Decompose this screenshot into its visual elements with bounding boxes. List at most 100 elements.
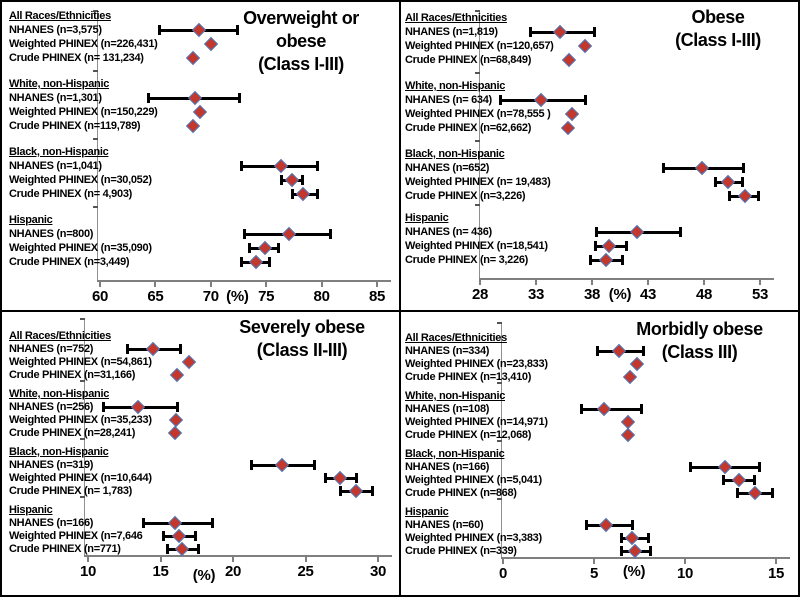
x-tick-label: 10 [676,565,694,582]
estimate-diamond [628,543,643,558]
series-label: Crude PHINEX (n=12,068) [405,429,532,441]
group-label: Black, non-Hispanic [405,448,505,460]
x-tick-label: 20 [224,563,242,580]
ci-cap-right [276,243,280,253]
estimate-diamond [185,50,200,65]
ci-cap-right [625,241,629,251]
ci-cap-left [161,531,165,541]
y-axis-tick [80,380,85,382]
y-axis-tick [475,10,480,12]
estimate-diamond [597,401,612,416]
y-axis-tick [497,382,502,384]
ci-cap-left [662,163,666,173]
percent-axis-label: (%) [608,286,632,303]
ci-cap-left [248,243,252,253]
series-label: NHANES (n=800) [9,228,94,240]
estimate-diamond [168,412,184,427]
group-label: White, non-Hispanic [9,388,110,400]
ci-cap-right [678,227,682,237]
ci-cap-left [125,344,129,354]
x-tick-label: 0 [498,565,508,582]
ci-cap-right [641,346,645,356]
ci-cap-left [242,229,246,239]
estimate-diamond [624,530,639,545]
ci-cap-right [238,93,242,103]
estimate-diamond [171,528,186,543]
ci-cap-left [736,488,740,498]
y-axis-tick [93,138,98,140]
series-label: NHANES (n= 634) [405,94,492,106]
ci-cap-left [619,533,623,543]
series-label: Crude PHINEX (n= 4,903) [9,188,133,200]
estimate-diamond [562,52,577,67]
ci-cap-left [291,189,295,199]
y-axis-tick [475,72,480,74]
x-axis-line [501,557,790,559]
series-label: NHANES (n=3,575) [9,24,102,36]
series-label: Crude PHINEX (n=339) [405,545,517,557]
series-label: Crude PHINEX (n= 1,783) [9,485,133,497]
x-axis-tick [502,559,504,564]
series-label: Weighted PHINEX (n=35,233) [9,414,152,426]
ci-cap-left [240,257,244,267]
estimate-diamond [332,470,347,485]
x-tick-label: 33 [527,286,545,303]
estimate-diamond [602,238,617,253]
y-axis-tick [80,438,85,440]
ci-cap-left [579,404,583,414]
y-axis-tick [93,70,98,72]
x-axis-tick [647,280,649,285]
ci-cap-right [196,544,200,554]
x-tick-label: 70 [202,288,219,305]
series-label: Weighted PHINEX (n=18,541) [405,240,548,252]
x-axis-tick [99,282,101,287]
estimate-diamond [621,427,636,442]
estimate-diamond [737,188,753,203]
percent-axis-label: (%) [192,567,216,584]
series-label: Weighted PHINEX (n=78,555 ) [405,108,551,120]
y-axis-line [97,10,98,280]
x-tick-label: 30 [369,563,387,580]
x-tick-label: 48 [695,286,713,303]
ci-cap-left [728,191,732,201]
x-tick-label: 15 [767,565,785,582]
estimate-diamond [167,425,182,440]
panel-title: Severely obese (Class II-III) [239,317,365,360]
x-tick-label: 75 [258,288,275,305]
ci-cap-right [648,546,652,556]
x-tick-label: 85 [368,288,386,305]
estimate-diamond [181,354,197,369]
series-label: NHANES (n=256) [9,401,94,413]
x-axis-tick [775,559,777,564]
y-axis-tick [497,498,502,500]
x-axis-line [84,555,392,557]
percent-axis-label: (%) [622,563,646,580]
x-tick-label: 80 [313,288,330,305]
estimate-diamond [599,517,614,532]
x-tick-label: 10 [79,563,97,580]
ci-cap-right [583,95,587,105]
estimate-diamond [598,252,614,267]
panel-morbidly-obese: 0 5 10 15 (%) Morbidly obese (Class III) All R… [401,312,798,595]
x-axis-tick [209,282,212,287]
ci-cap-right [757,191,761,201]
estimate-diamond [274,158,289,173]
y-axis-line [479,10,480,278]
series-label: NHANES (n=166) [405,461,490,473]
x-tick-label: 25 [297,563,314,580]
y-axis-tick [475,204,480,206]
x-tick-label: 38 [583,286,601,303]
ci-cap-right [770,488,774,498]
estimate-diamond [167,515,182,530]
series-label: Weighted PHINEX (n=3,383) [405,532,542,544]
panel-overweight-or-obese: 60 65 70 75 80 85 (%) Overweight or obese (Clas… [2,2,401,312]
ci-cap-left [102,402,106,412]
x-tick-label: 28 [471,286,489,303]
series-label: Weighted PHINEX (n=14,971) [405,416,548,428]
estimate-diamond [296,186,311,201]
percent-axis-label: (%) [226,288,249,305]
ci-cap-left [585,520,589,530]
estimate-diamond [721,174,736,189]
ci-cap-left [528,27,532,37]
series-label: Crude PHINEX (n=62,662) [405,122,532,134]
